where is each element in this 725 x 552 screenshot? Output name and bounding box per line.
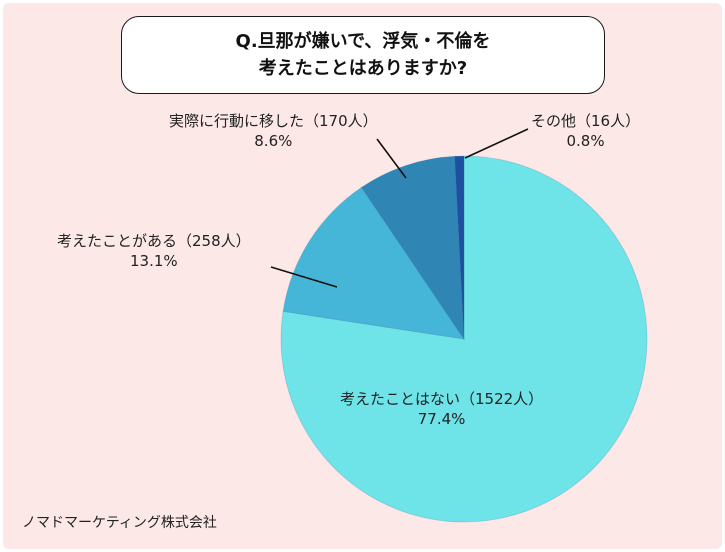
pie-slice-other [454,155,465,340]
chart-panel: Q.旦那が嫌いで、浮気・不倫を 考えたことはありますか? 考えたことはない（15… [3,3,722,549]
slice-label-acted: 実際に行動に移した（170人） 8.6% [169,111,378,151]
slice-label-acted-name: 実際に行動に移した（170人） [169,112,378,130]
slice-label-acted-percent: 8.6% [254,132,293,150]
slice-label-never-considered: 考えたことはない（1522人） 77.4% [340,389,543,429]
question-title-line-2: 考えたことはありますか? [258,58,468,79]
question-title-box: Q.旦那が嫌いで、浮気・不倫を 考えたことはありますか? [121,16,605,94]
pie-slice-acted [360,155,465,341]
slice-label-considered: 考えたことがある（258人） 13.1% [57,231,251,271]
leader-line-other [464,128,529,159]
slice-label-never-considered-percent: 77.4% [417,410,466,428]
pie-slice-never-considered [280,155,648,523]
leader-line-considered [270,266,338,288]
slice-label-other-name: その他（16人） [531,112,641,130]
slice-label-never-considered-name: 考えたことはない（1522人） [340,390,544,408]
pie-slice-considered [282,186,465,340]
company-credit: ノマドマーケティング株式会社 [22,515,217,531]
question-title-line-1: Q.旦那が嫌いで、浮気・不倫を [235,31,491,52]
leader-line-acted [376,138,407,179]
slice-label-other: その他（16人） 0.8% [531,111,640,151]
slice-label-considered-percent: 13.1% [129,252,178,270]
slice-label-considered-name: 考えたことがある（258人） [57,232,251,250]
slice-label-other-percent: 0.8% [566,132,605,150]
pie-chart [270,128,648,523]
